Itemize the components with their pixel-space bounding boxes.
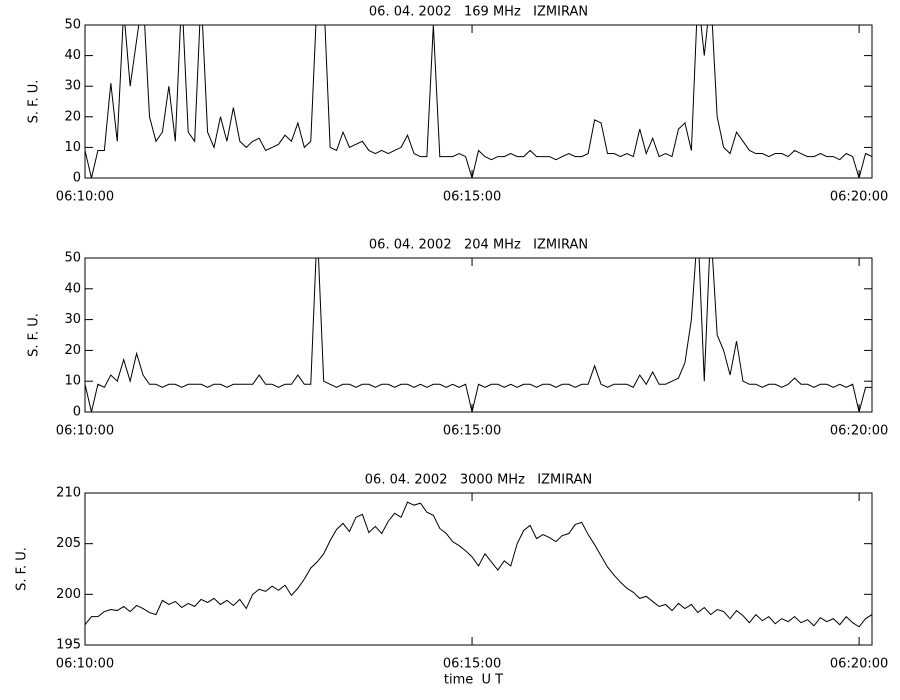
y-tick-label: 30: [64, 312, 81, 327]
x-tick-label: 06:10:00: [56, 424, 114, 439]
x-tick-label: 06:20:00: [830, 424, 888, 439]
x-tick-label: 06:15:00: [443, 657, 501, 672]
y-tick-label: 10: [64, 374, 81, 389]
y-tick-label: 195: [56, 638, 81, 653]
x-tick-label: 06:20:00: [830, 190, 888, 205]
y-tick-label: 40: [64, 281, 81, 296]
y-axis-label: S. F. U.: [27, 80, 42, 124]
x-tick-label: 06:15:00: [443, 190, 501, 205]
y-tick-label: 20: [64, 343, 81, 358]
y-tick-label: 50: [64, 18, 81, 33]
y-tick-label: 50: [64, 251, 81, 266]
plot-frame: [84, 492, 873, 646]
y-tick-label: 10: [64, 140, 81, 155]
y-tick-label: 205: [56, 536, 81, 551]
data-line: [85, 258, 872, 412]
chart-title: 06. 04. 2002 3000 MHz IZMIRAN: [365, 473, 592, 488]
y-axis-label: S. F. U.: [15, 547, 30, 591]
y-tick-label: 200: [56, 587, 81, 602]
x-tick-label: 06:10:00: [56, 657, 114, 672]
x-tick-label: 06:10:00: [56, 190, 114, 205]
y-tick-label: 210: [56, 486, 81, 501]
x-axis-label: time U T: [444, 673, 503, 688]
data-line: [85, 501, 872, 628]
y-axis-label: S. F. U.: [27, 313, 42, 357]
y-tick-label: 0: [73, 405, 81, 420]
x-tick-label: 06:20:00: [830, 657, 888, 672]
y-tick-label: 20: [64, 109, 81, 124]
chart-title: 06. 04. 2002 204 MHz IZMIRAN: [369, 238, 588, 253]
data-line: [85, 25, 872, 178]
chart-title: 06. 04. 2002 169 MHz IZMIRAN: [369, 5, 588, 20]
plot-frame: [84, 257, 873, 413]
x-tick-label: 06:15:00: [443, 424, 501, 439]
y-tick-label: 40: [64, 48, 81, 63]
y-tick-label: 0: [73, 171, 81, 186]
y-tick-label: 30: [64, 79, 81, 94]
plot-frame: [84, 24, 873, 179]
